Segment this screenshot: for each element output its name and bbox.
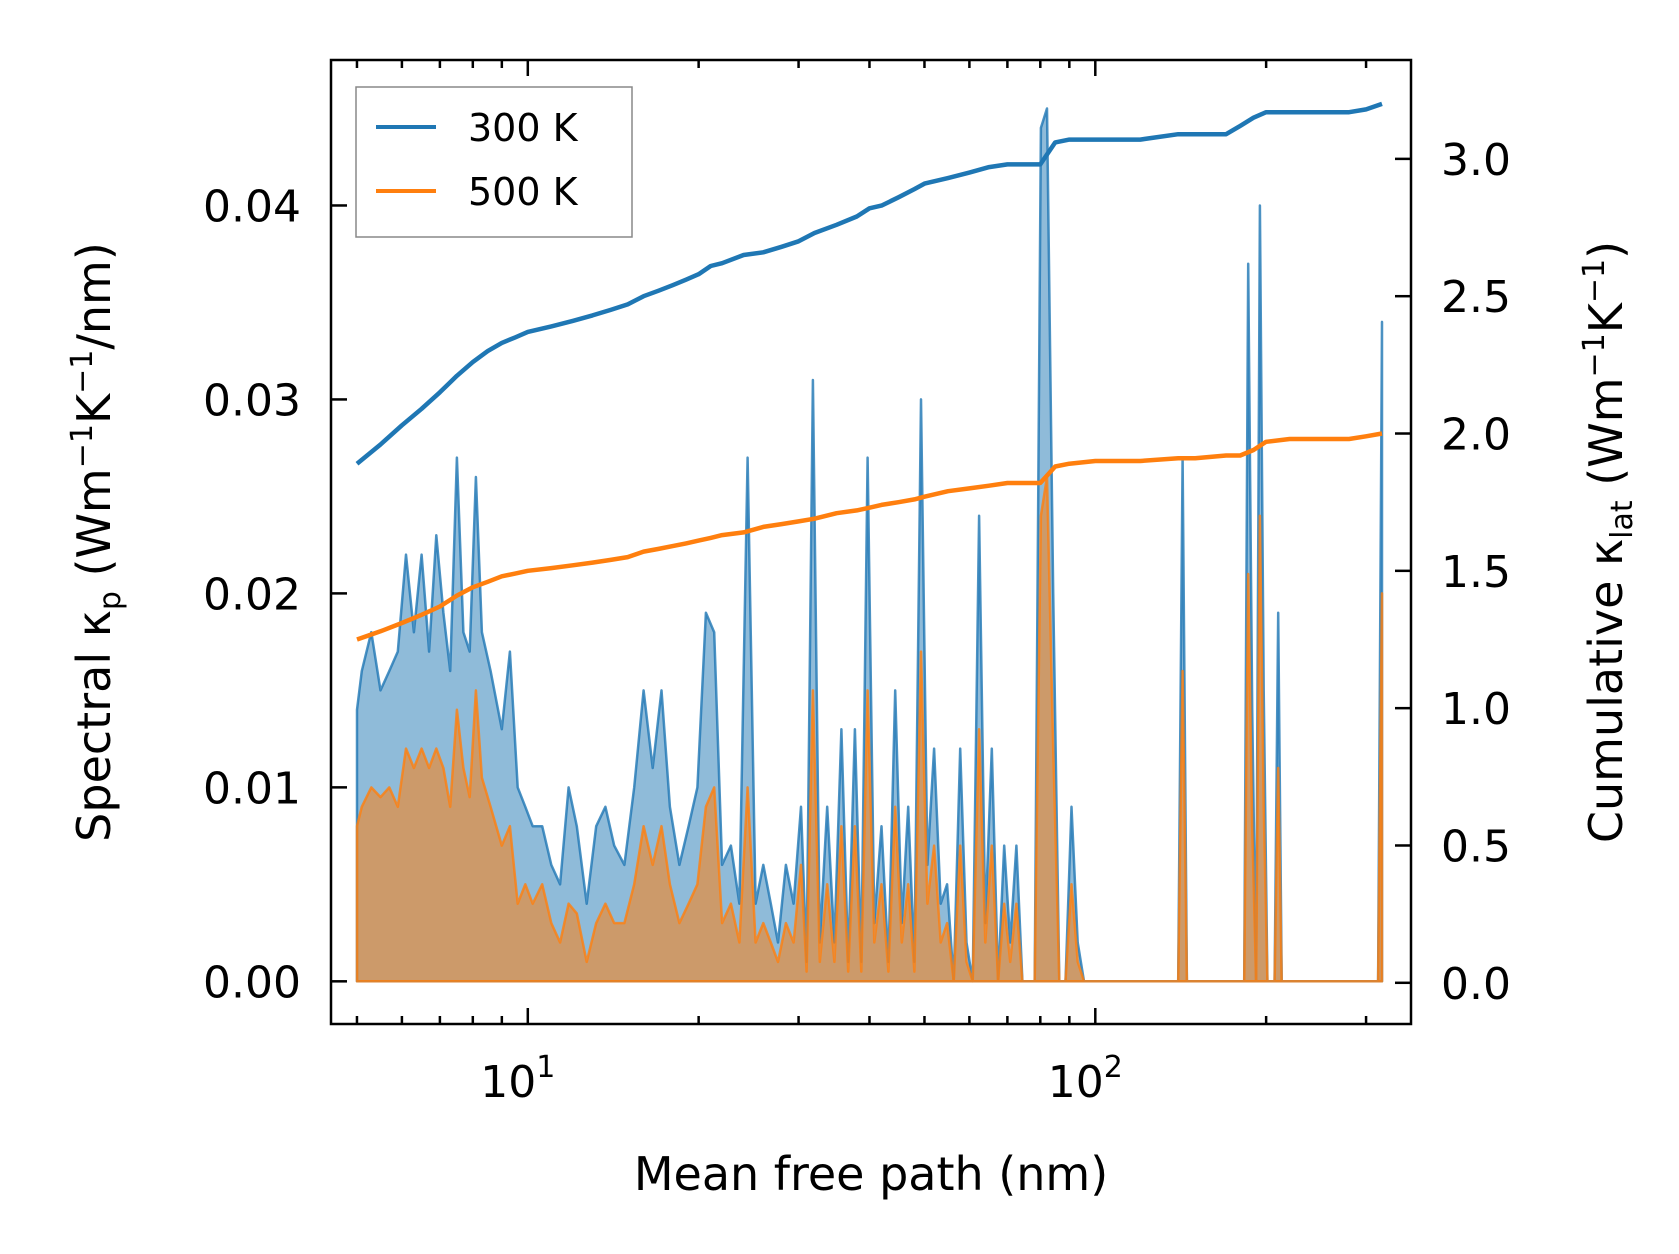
y-right-axis-label: Cumulative κlat (Wm−1K−1) [1577,241,1640,843]
cumulative-line-300k [355,101,1383,466]
spectral-area-500k [355,475,1384,983]
y-left-label-sup1: −1 [65,424,100,468]
y-right-tick-label: 2.0 [1441,410,1511,461]
x-tick-label: 102 [1048,1050,1123,1108]
plot-frame [329,58,1413,1026]
y-right-tick-label: 3.0 [1441,135,1511,186]
y-left-tick-label: 0.02 [203,569,301,620]
y-right-tick-label: 0.5 [1441,821,1511,872]
axis-ticks [331,60,1411,1024]
y-left-tick-label: 0.04 [203,181,301,232]
y-left-tick-label: 0.00 [203,957,301,1008]
y-right-label-sup1: −1 [1577,333,1612,377]
y-right-tick-label: 2.5 [1441,272,1511,323]
y-left-label-prefix: Spectral κ [67,610,121,842]
y-right-label-prefix: Cumulative κ [1579,539,1633,843]
y-right-tick-label: 1.5 [1441,547,1511,598]
y-right-label-unit-close: ) [1579,241,1633,259]
y-left-tick-label: 0.03 [203,375,301,426]
cumulative-line-500k [356,431,1383,642]
y-left-tick-labels: 0.00 0.01 0.02 0.03 0.04 [203,181,301,1008]
y-right-label-unit-open: (Wm [1579,377,1633,500]
legend-label-500k: 500 K [468,170,579,214]
legend-box [355,86,633,238]
plot-area [355,101,1384,983]
y-right-label-sup2: −1 [1577,259,1612,303]
y-right-tick-label: 0.0 [1441,959,1511,1010]
x-tick-labels: 101 102 [480,1050,1123,1108]
y-right-tick-labels: 0.0 0.5 1.0 1.5 2.0 2.5 3.0 [1441,135,1511,1010]
y-right-tick-label: 1.0 [1441,684,1511,735]
y-left-label-unit-open: (Wm [67,468,121,591]
y-left-label-mid: K [67,392,121,424]
x-axis-label: Mean free path (nm) [634,1147,1108,1201]
x-tick-label: 101 [480,1050,555,1108]
y-right-label-sub: lat [1605,500,1640,539]
legend-label-300k: 300 K [468,106,579,150]
x-tick-base: 10 [1048,1057,1104,1108]
legend: 300 K 500 K [355,86,633,238]
y-left-label-sup2: −1 [65,350,100,394]
x-tick-exponent: 1 [536,1050,555,1085]
y-left-label-sub: p [93,591,128,610]
x-tick-base: 10 [480,1057,536,1108]
y-left-tick-label: 0.01 [203,763,301,814]
y-right-label-mid: K [1579,301,1633,333]
x-tick-exponent: 2 [1104,1050,1123,1085]
y-left-label-unit-close: /nm) [67,242,121,349]
y-left-axis-label: Spectral κp (Wm−1K−1/nm) [65,242,128,842]
